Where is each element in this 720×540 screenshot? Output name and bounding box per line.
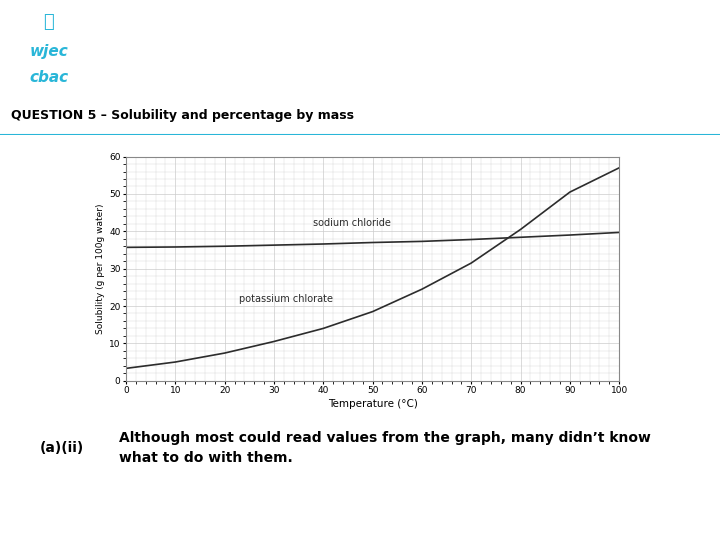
Text: 🌿: 🌿 [44, 13, 54, 31]
Text: sodium chloride: sodium chloride [313, 218, 391, 228]
FancyBboxPatch shape [0, 7, 97, 93]
Text: (a)(ii): (a)(ii) [40, 441, 84, 455]
Text: potassium chlorate: potassium chlorate [240, 294, 333, 304]
Text: cbac: cbac [30, 70, 68, 85]
Text: GCSE Chemistry Unit 1
Foundation tier only questions: GCSE Chemistry Unit 1 Foundation tier on… [199, 23, 608, 77]
X-axis label: Temperature (°C): Temperature (°C) [328, 400, 418, 409]
Text: QUESTION 5 – Solubility and percentage by mass: QUESTION 5 – Solubility and percentage b… [11, 109, 354, 122]
Y-axis label: Solubility (g per 100g water): Solubility (g per 100g water) [96, 204, 105, 334]
Text: Although most could read values from the graph, many didn’t know
what to do with: Although most could read values from the… [119, 431, 651, 465]
Text: wjec: wjec [30, 44, 68, 59]
